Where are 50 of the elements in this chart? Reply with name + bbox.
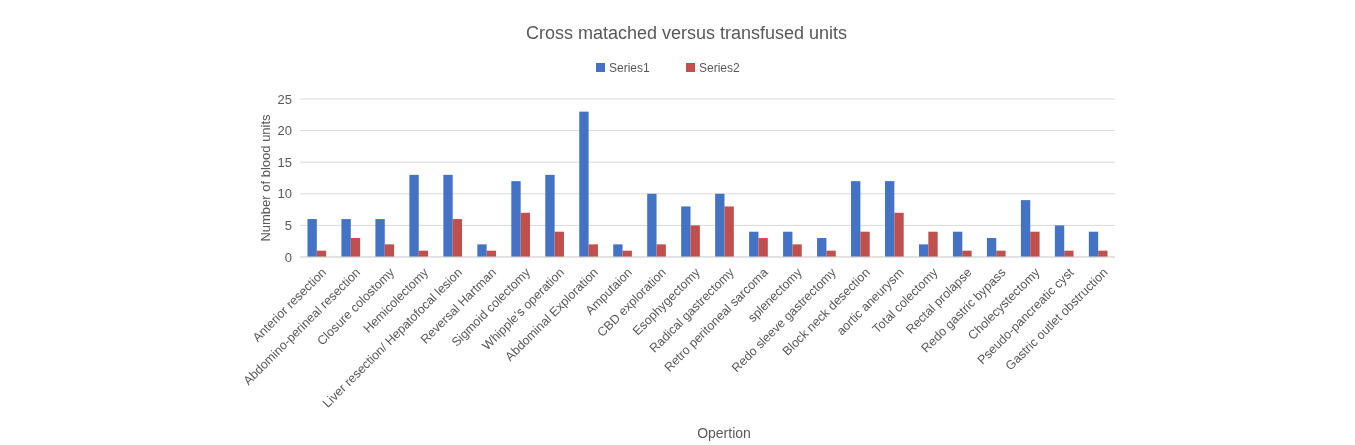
bar bbox=[952, 231, 963, 257]
y-axis-title: Number of blood units bbox=[258, 113, 273, 242]
bar bbox=[409, 174, 419, 257]
legend-label: Series1 bbox=[609, 61, 651, 75]
bar bbox=[520, 212, 530, 257]
bar bbox=[588, 244, 598, 257]
bar bbox=[477, 244, 487, 257]
bar bbox=[1088, 231, 1099, 257]
y-tick-label: 10 bbox=[277, 186, 292, 202]
bar bbox=[656, 244, 666, 257]
bar bbox=[511, 181, 521, 257]
bar bbox=[341, 219, 351, 257]
bar bbox=[545, 174, 555, 257]
chart-title: Cross matached versus transfused units bbox=[525, 23, 848, 43]
bar bbox=[384, 244, 395, 257]
bar bbox=[715, 193, 725, 257]
bar bbox=[613, 244, 623, 257]
bar bbox=[860, 231, 870, 257]
bar bbox=[1054, 225, 1065, 257]
bar bbox=[1030, 231, 1040, 257]
y-tick-label: 25 bbox=[277, 91, 292, 107]
bar bbox=[783, 231, 793, 257]
y-tick-label: 15 bbox=[277, 154, 292, 170]
y-tick-label: 20 bbox=[277, 123, 292, 139]
bar bbox=[885, 181, 895, 257]
bar bbox=[724, 206, 734, 257]
bar bbox=[690, 225, 700, 257]
bar bbox=[554, 231, 564, 257]
bar bbox=[928, 231, 938, 257]
bar bbox=[681, 206, 691, 257]
y-tick-label: 5 bbox=[284, 217, 292, 233]
bar bbox=[579, 111, 589, 257]
bar bbox=[307, 219, 317, 257]
x-axis-title: Opertion bbox=[697, 425, 751, 441]
bar bbox=[894, 212, 904, 257]
bar bbox=[986, 238, 997, 257]
bar bbox=[792, 244, 802, 257]
bar bbox=[350, 238, 361, 257]
bar bbox=[452, 219, 463, 257]
bar bbox=[851, 181, 861, 257]
bar bbox=[443, 174, 453, 257]
bar bbox=[1020, 200, 1031, 257]
bar bbox=[749, 231, 759, 257]
bar bbox=[375, 219, 385, 257]
y-tick-label: 0 bbox=[284, 249, 292, 265]
bar bbox=[918, 244, 929, 257]
bar bbox=[817, 238, 827, 257]
bar bbox=[647, 193, 657, 257]
legend-label: Series2 bbox=[699, 61, 741, 75]
bar bbox=[758, 238, 768, 257]
